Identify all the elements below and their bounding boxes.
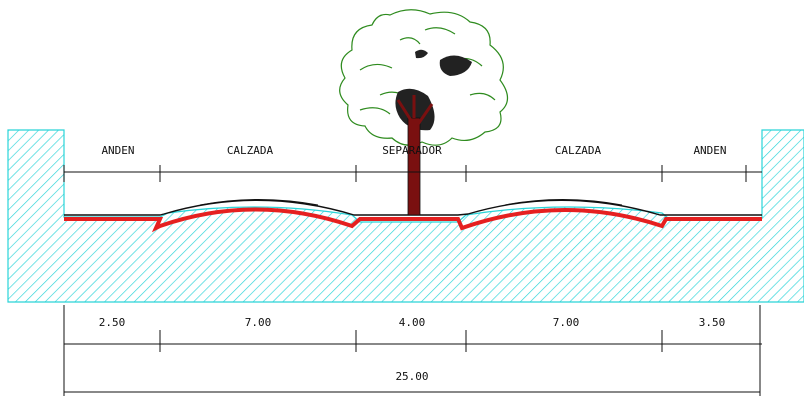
- tree-trunk: [407, 117, 421, 216]
- section-label-calzada-right: CALZADA: [555, 144, 602, 157]
- section-dimension-line: ANDEN CALZADA SEPARADOR CALZADA ANDEN: [63, 144, 762, 182]
- width-anden-right: 3.50: [699, 316, 726, 329]
- ground-hatch: [7, 129, 804, 303]
- width-dimension-line: 2.50 7.00 4.00 7.00 3.50: [63, 305, 762, 396]
- section-label-anden-left: ANDEN: [101, 144, 134, 157]
- section-label-anden-right: ANDEN: [693, 144, 726, 157]
- pavement-red: [64, 207, 762, 233]
- road-crown-right: [504, 199, 623, 206]
- width-separador: 4.00: [399, 316, 426, 329]
- tree-foliage: [339, 9, 509, 146]
- tree-shadows: [395, 49, 472, 131]
- road-crown-left: [199, 199, 319, 206]
- width-anden-left: 2.50: [99, 316, 126, 329]
- total-dimension-line: 25.00: [64, 370, 760, 393]
- width-calzada-right: 7.00: [553, 316, 580, 329]
- width-calzada-left: 7.00: [245, 316, 272, 329]
- pavement-top-line: [64, 199, 762, 216]
- section-label-calzada-left: CALZADA: [227, 144, 274, 157]
- section-label-separador: SEPARADOR: [382, 144, 442, 157]
- ground-terrain: [7, 129, 804, 303]
- tree-branches: [396, 95, 434, 131]
- median-tree: [339, 9, 509, 216]
- pavement-layer: [64, 199, 762, 233]
- total-width-value: 25.00: [395, 370, 428, 383]
